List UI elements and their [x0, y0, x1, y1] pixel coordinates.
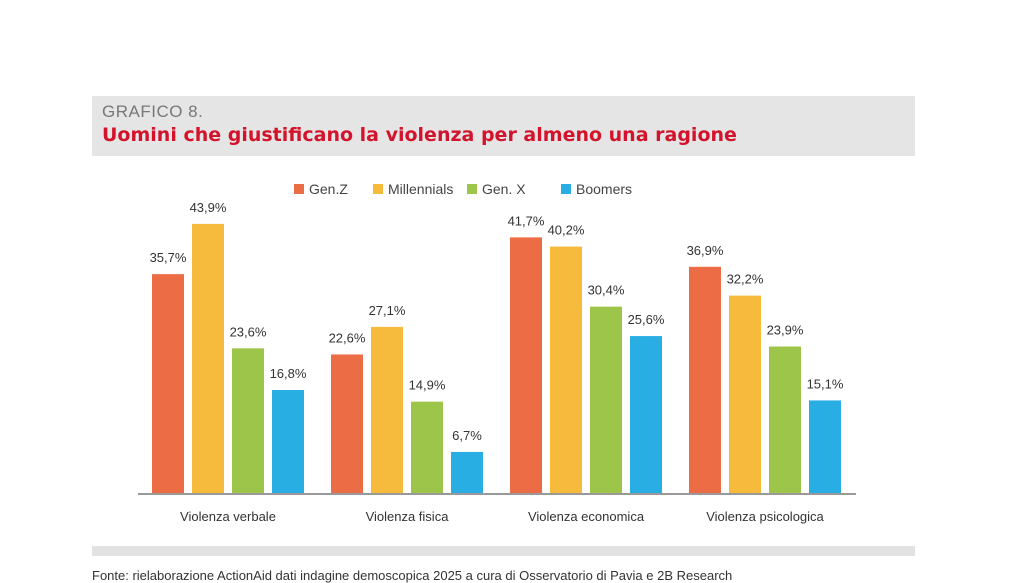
legend-label: Gen.Z — [309, 181, 348, 197]
legend-label: Gen. X — [482, 181, 526, 197]
data-label: 43,9% — [190, 200, 227, 215]
data-label: 36,9% — [687, 243, 724, 258]
legend-swatch — [373, 184, 383, 194]
source-note: Fonte: rielaborazione ActionAid dati ind… — [92, 568, 733, 583]
category-label: Violenza economica — [528, 509, 645, 524]
legend-swatch — [294, 184, 304, 194]
legend-label: Millennials — [388, 181, 453, 197]
data-label: 25,6% — [628, 312, 665, 327]
chart-title: Uomini che giustificano la violenza per … — [102, 124, 737, 146]
data-label: 32,2% — [727, 272, 764, 287]
bar — [272, 390, 304, 493]
data-label: 14,9% — [409, 378, 446, 393]
data-label: 16,8% — [270, 366, 307, 381]
data-label: 35,7% — [150, 250, 187, 265]
bar — [152, 274, 184, 493]
chart-kicker: GRAFICO 8. — [102, 102, 204, 121]
bar — [232, 348, 264, 493]
legend-swatch — [561, 184, 571, 194]
divider — [92, 546, 915, 556]
chart-header: GRAFICO 8. Uomini che giustificano la vi… — [92, 96, 915, 156]
data-label: 41,7% — [508, 213, 545, 228]
data-label: 27,1% — [369, 303, 406, 318]
bar — [331, 354, 363, 493]
bar — [630, 336, 662, 493]
data-label: 40,2% — [548, 223, 585, 238]
data-label: 15,1% — [807, 376, 844, 391]
data-label: 23,9% — [767, 322, 804, 337]
data-label: 6,7% — [452, 428, 482, 443]
bar — [192, 223, 224, 493]
legend-swatch — [467, 184, 477, 194]
bar — [769, 346, 801, 493]
data-label: 22,6% — [329, 330, 366, 345]
bar — [550, 246, 582, 493]
bar — [729, 295, 761, 493]
bar — [451, 451, 483, 493]
bar — [371, 326, 403, 493]
bar — [689, 266, 721, 493]
data-label: 23,6% — [230, 324, 267, 339]
category-label: Violenza psicologica — [706, 509, 824, 524]
category-label: Violenza verbale — [180, 509, 276, 524]
bar — [809, 400, 841, 493]
bar — [411, 401, 443, 493]
legend-label: Boomers — [576, 181, 632, 197]
bar — [510, 237, 542, 493]
data-label: 30,4% — [588, 283, 625, 298]
bar — [590, 306, 622, 493]
category-label: Violenza fisica — [366, 509, 450, 524]
